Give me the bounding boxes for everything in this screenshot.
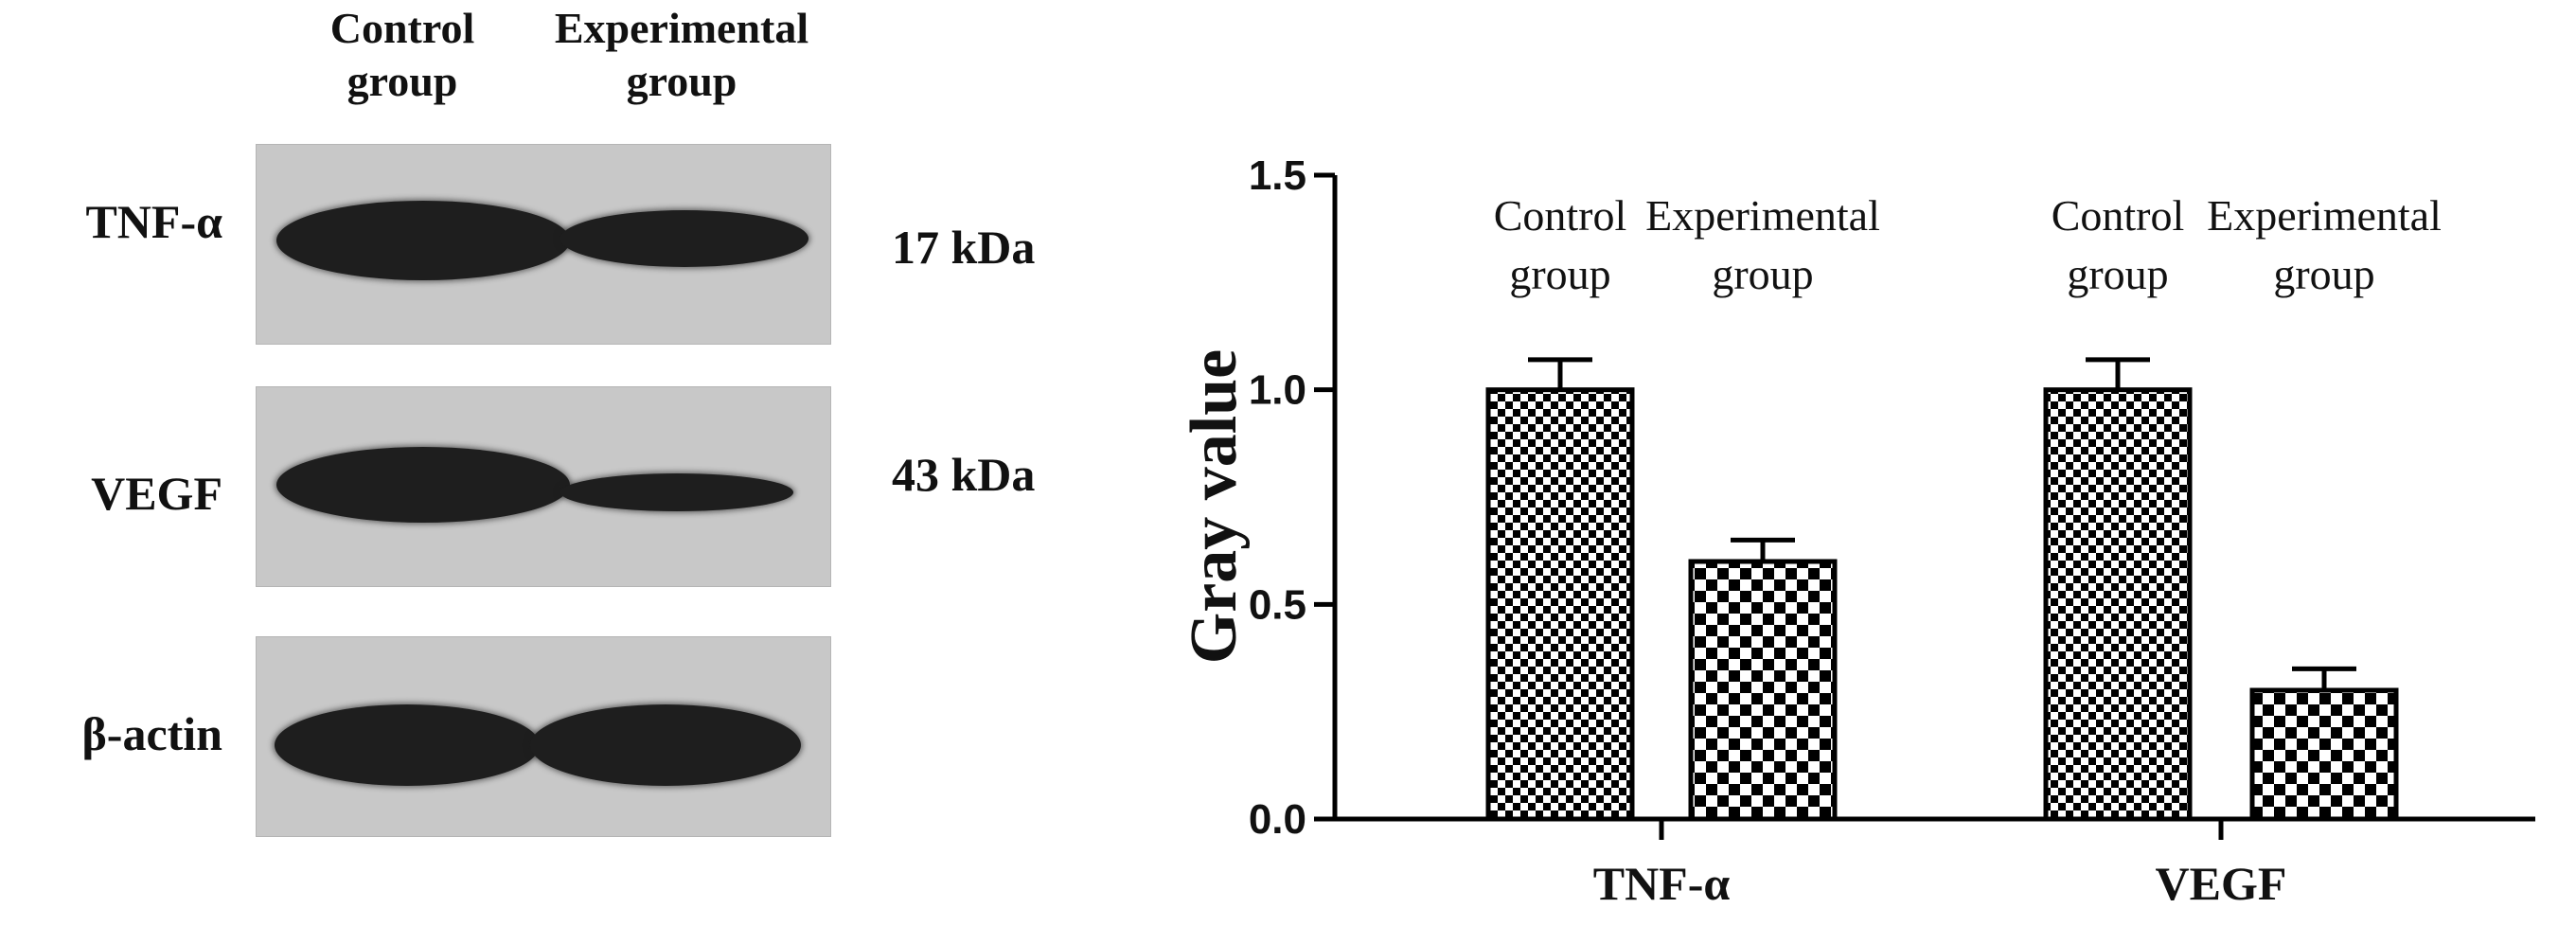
bar xyxy=(2043,387,2193,822)
blot-strip-tnf xyxy=(256,144,831,345)
bar-label-line1: Experimental xyxy=(2207,191,2442,240)
band-tnf-experimental xyxy=(560,210,808,267)
bar xyxy=(1688,559,1838,822)
y-tick-label: 1.5 xyxy=(1249,152,1306,199)
x-tick-label: TNF-α xyxy=(1593,857,1731,910)
blot-row-label-vegf: VEGF xyxy=(91,467,222,520)
bar-chart: 0.0 0.5 1.0 1.5 Gray value Control group Experi… xyxy=(1178,152,2535,910)
y-tick-label: 0.0 xyxy=(1249,796,1306,843)
bar-label-line2: group xyxy=(1509,250,1610,298)
bar-label-line2: group xyxy=(1712,250,1813,298)
bar xyxy=(1485,387,1635,822)
bar-label-line1: Control xyxy=(2052,191,2185,240)
bar-label-line1: Experimental xyxy=(1645,191,1880,240)
band-actin-experimental xyxy=(530,704,801,786)
bar-label-line2: group xyxy=(2273,250,2374,298)
band-tnf-control xyxy=(276,201,570,280)
y-axis-title: Gray value xyxy=(1178,349,1251,664)
blot-column-header-line1: Experimental xyxy=(554,4,809,52)
y-tick-label: 1.0 xyxy=(1249,367,1306,414)
y-tick-label: 0.5 xyxy=(1249,581,1306,628)
bar-label-line1: Control xyxy=(1494,191,1627,240)
blot-kda-vegf: 43 kDa xyxy=(892,448,1036,501)
blot-kda-tnf: 17 kDa xyxy=(892,221,1036,274)
blot-column-header-line1: Control xyxy=(329,4,475,52)
blot-column-header-line2: group xyxy=(626,57,737,105)
blot-column-header-control: Control group xyxy=(284,2,521,108)
blot-column-header-experimental: Experimental group xyxy=(530,2,833,108)
blot-row-label-actin: β-actin xyxy=(81,707,222,760)
band-actin-control xyxy=(275,704,540,786)
x-tick-label: VEGF xyxy=(2156,857,2287,910)
band-vegf-control xyxy=(276,447,570,523)
blot-column-header-line2: group xyxy=(346,57,458,105)
blot-row-label-tnf: TNF-α xyxy=(85,195,222,248)
blot-strip-vegf xyxy=(256,386,831,587)
blot-strip-actin xyxy=(256,636,831,837)
band-vegf-experimental xyxy=(560,473,793,511)
bar xyxy=(2249,687,2399,822)
bar-label-line2: group xyxy=(2067,250,2168,298)
